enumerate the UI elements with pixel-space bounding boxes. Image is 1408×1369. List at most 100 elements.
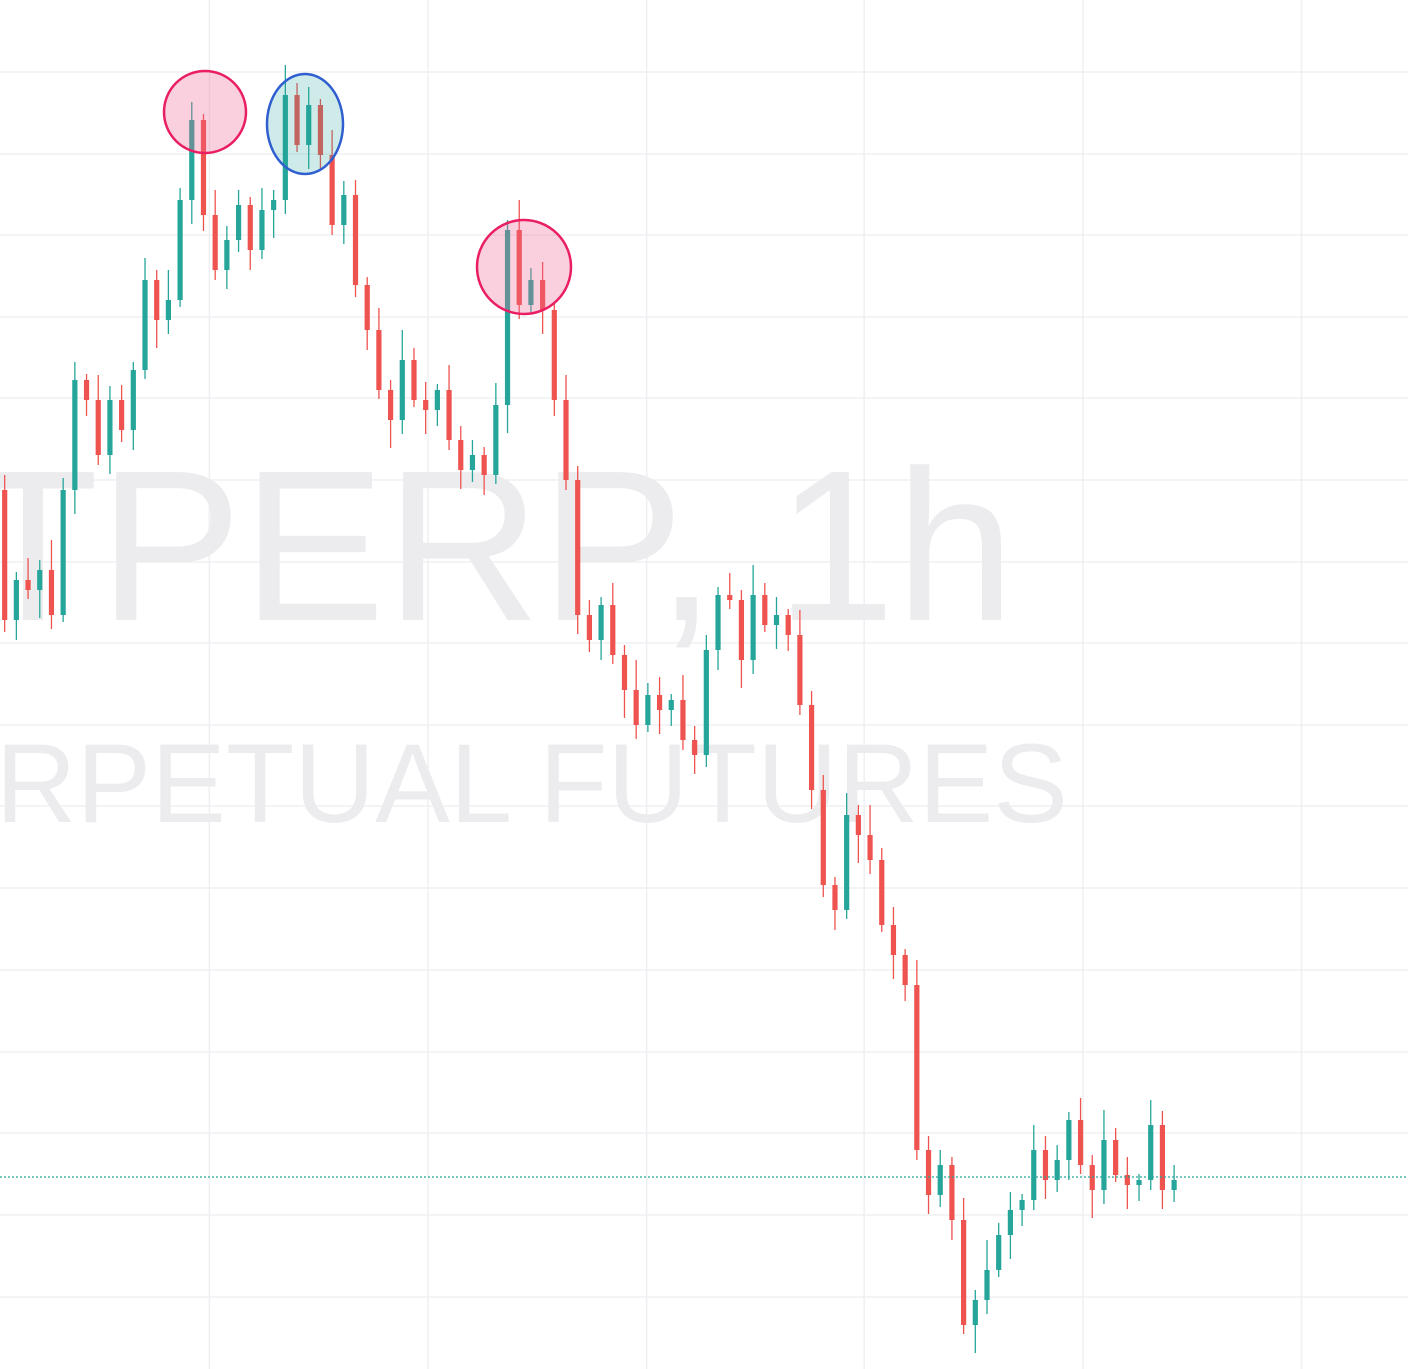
candle-body [1148,1125,1154,1180]
candle-body [645,695,651,725]
candle-body [189,120,195,200]
candle-body [867,835,873,860]
candle-body [317,105,324,155]
candle-body [890,925,897,955]
candle-body [1101,1140,1107,1190]
candle-body [633,690,639,725]
watermark: TPERP, 1h [0,425,1015,666]
candle-body [1159,1125,1166,1190]
candle-body [844,815,850,910]
candle-body [107,400,113,455]
candle-body [387,390,394,420]
annotation-circle [162,69,248,155]
candle-body [37,570,43,590]
candle-body [306,105,312,145]
candle-body [972,1300,978,1325]
candle-body [48,570,55,615]
candle-body [493,405,499,475]
candle-body [504,230,511,405]
candle-body [575,480,581,615]
candle-body [762,595,768,625]
candle-body [1171,1180,1177,1190]
candle-body [95,400,101,455]
candle-body [469,455,476,470]
candle-body [212,215,218,270]
candle-body [165,300,171,320]
candle-body [738,600,745,660]
annotation-ellipse [265,72,345,176]
candle-body [411,360,417,400]
candle-body [925,1150,932,1195]
candle-body [399,360,405,420]
candle-body [680,700,686,740]
candle-body [1077,1120,1084,1165]
candle-body [1007,1210,1013,1235]
candle-body [1136,1180,1142,1185]
candle-body [668,700,674,710]
candle-body [376,330,382,390]
candle-body [949,1165,955,1220]
candle-body [902,955,908,985]
candle-body [282,95,288,200]
candle-body [1019,1200,1025,1210]
candle-body [832,885,838,910]
candle-body [879,860,885,925]
candle-body [785,615,791,635]
candle-body [271,200,277,210]
candle-body [224,240,230,270]
candle-body [142,280,148,370]
candle-body [528,280,534,305]
candle-body [692,740,698,755]
candle-body [563,400,569,480]
annotation-circle [475,218,573,316]
candle-body [808,705,815,790]
candle-body [1042,1150,1049,1180]
candle-body [294,95,300,145]
candle-body [621,655,628,690]
candle-body [247,205,253,250]
candle-body [914,985,920,1150]
candle-body [727,595,733,600]
candle-body [434,390,440,410]
candle-body [200,120,207,215]
candle-body [2,490,8,620]
candle-body [797,635,803,705]
candle-body [25,580,31,590]
candle-body [750,595,756,660]
candle-body [1113,1140,1119,1175]
watermark-subtitle: PERPETUAL FUTURES [0,721,1068,846]
candle-body [961,1220,967,1325]
candle-body [352,195,359,285]
candle-body [703,650,709,755]
candle-body [154,280,160,320]
candle-body [341,195,347,225]
candle-body [60,490,66,615]
candle-body [481,455,487,475]
candle-body [423,400,429,410]
candle-body [656,695,663,710]
candle-body [177,200,183,300]
candle-body [13,580,19,620]
candle-body [458,440,464,470]
candle-body [130,370,136,430]
candle-body [586,615,592,640]
candle-body [984,1270,990,1300]
candle-body [715,595,721,650]
annotations [162,69,573,316]
candle-body [83,380,90,400]
candles [0,65,1408,1353]
candle-body [996,1235,1002,1270]
candle-body [329,155,335,225]
candle-body [364,285,370,330]
candle-body [855,815,861,835]
candle-body [446,390,452,440]
candle-body [937,1165,943,1195]
candle-body [598,605,604,640]
candle-body [610,605,616,655]
candle-body [773,615,780,625]
candle-body [820,790,826,885]
candle-body [259,210,265,250]
